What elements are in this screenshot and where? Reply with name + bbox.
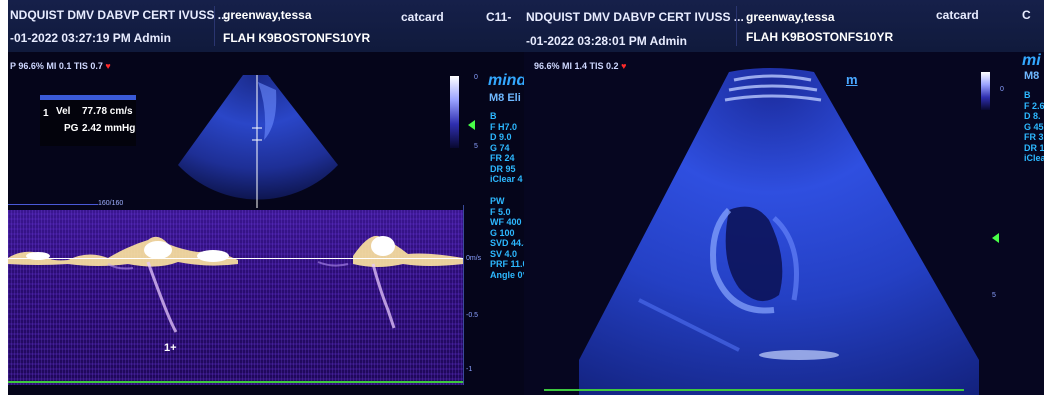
left-header-divider	[214, 6, 215, 46]
right-param-b-5: DR 1	[1024, 142, 1044, 153]
right-probe-label: M8	[1024, 70, 1040, 82]
doppler-scale-axis	[463, 205, 464, 385]
left-sector-image	[178, 75, 338, 208]
right-logo-m: m	[846, 72, 858, 87]
left-header-name: NDQUIST DMV DABVP CERT IVUSS ...	[10, 8, 228, 22]
left-header-exam: catcard	[401, 10, 444, 24]
left-param-b-2: D 9.0	[490, 132, 512, 142]
left-header-code: C11-	[486, 10, 512, 24]
right-gray-scale-bar	[981, 72, 990, 110]
left-param-b-5: DR 95	[490, 163, 516, 174]
left-probe-label: M8 Eli	[489, 92, 521, 104]
left-focus-marker-icon	[468, 120, 475, 130]
right-header-exam: catcard	[936, 8, 979, 22]
heart-icon: ♥	[105, 61, 111, 71]
right-param-b-1: F 2.6	[1024, 100, 1044, 111]
right-header-divider	[736, 6, 737, 46]
gate-label: 160/160	[98, 200, 124, 207]
left-header-probe-id: FLAH K9BOSTONFS10YR	[223, 31, 371, 45]
right-param-b-4: FR 3	[1024, 132, 1044, 142]
gate-line	[8, 204, 98, 205]
left-param-pw-6: PRF 11.0	[490, 259, 526, 269]
left-param-pw-5: SV 4.0	[490, 248, 518, 259]
right-param-b-0: B	[1024, 90, 1031, 100]
left-param-pw-7: Angle 0°	[490, 269, 526, 280]
right-header-probe-id: FLAH K9BOSTONFS10YR	[746, 30, 894, 44]
left-param-b-3: G 74	[490, 142, 510, 153]
left-param-b-1: F H7.0	[490, 121, 518, 132]
right-ecg-trace	[544, 389, 964, 391]
right-header: NDQUIST DMV DABVP CERT IVUSS ... -01-202…	[524, 0, 1044, 52]
left-header-datetime: -01-2022 03:27:19 PM Admin	[10, 31, 171, 45]
right-param-b-2: D 8.	[1024, 111, 1041, 121]
left-gray-scale-bar	[450, 76, 459, 148]
right-brand: mi	[1022, 52, 1041, 69]
left-param-pw-4: SVD 44.3	[490, 238, 526, 248]
right-depth-tick-0: 0	[1000, 86, 1004, 93]
right-header-patient: greenway,tessa	[746, 10, 835, 24]
doppler-cursor-label: 1+	[164, 342, 177, 354]
left-params-b: B F H7.0 D 9.0 G 74 FR 24 DR 95 iClear 4	[490, 111, 523, 185]
right-ultrasound-panel: NDQUIST DMV DABVP CERT IVUSS ... -01-202…	[524, 0, 1044, 395]
left-header-patient: greenway,tessa	[223, 8, 312, 22]
left-param-pw-3: G 100	[490, 227, 515, 238]
right-param-b-6: iClea	[1024, 153, 1044, 163]
right-params-b: B F 2.6 D 8. G 45 FR 3 DR 1 iClea	[1024, 90, 1044, 164]
right-header-datetime: -01-2022 03:28:01 PM Admin	[526, 34, 687, 48]
left-ecg-trace	[8, 381, 463, 383]
right-header-name: NDQUIST DMV DABVP CERT IVUSS ...	[526, 10, 744, 24]
doppler-baseline	[8, 258, 463, 259]
left-status-line: P 96.6% MI 0.1 TIS 0.7 ♥	[10, 61, 111, 71]
measurement-box: 1 Vel 77.78 cm/s PG 2.42 mmHg	[40, 95, 136, 146]
right-sector-image	[579, 68, 979, 395]
left-status-text: P 96.6% MI 0.1 TIS 0.7	[10, 61, 103, 71]
meas-vel-value: 77.78 cm/s	[82, 106, 133, 117]
left-ultrasound-panel: NDQUIST DMV DABVP CERT IVUSS ... -01-202…	[8, 0, 526, 395]
right-param-b-3: G 45	[1024, 121, 1044, 132]
doppler-scale-neg1: -1	[466, 366, 473, 373]
right-status-line: 96.6% MI 1.4 TIS 0.2 ♥	[534, 61, 626, 71]
right-heart-icon: ♥	[621, 61, 627, 71]
meas-vel-label: Vel	[56, 106, 71, 117]
right-status-text: 96.6% MI 1.4 TIS 0.2	[534, 61, 619, 71]
left-param-b-6: iClear 4	[490, 174, 523, 184]
left-params-pw: PW F 5.0 WF 400 G 100 SVD 44.3 SV 4.0 PR…	[490, 196, 526, 280]
left-param-pw-1: F 5.0	[490, 206, 511, 217]
left-gray-tick-0: 0	[474, 74, 478, 81]
left-param-b-0: B	[490, 111, 497, 121]
left-brand: mind	[488, 72, 526, 89]
doppler-scale-neg05: -0.5	[466, 312, 479, 319]
left-param-pw-2: WF 400	[490, 217, 522, 227]
left-param-b-4: FR 24	[490, 153, 515, 163]
left-header: NDQUIST DMV DABVP CERT IVUSS ... -01-202…	[8, 0, 526, 52]
meas-pg-value: 2.42 mmHg	[82, 123, 136, 134]
right-focus-marker-icon	[992, 233, 999, 243]
left-param-pw-0: PW	[490, 196, 505, 206]
doppler-waveform	[8, 235, 463, 333]
left-gray-tick-5: 5	[474, 143, 478, 150]
right-depth-tick-5: 5	[992, 292, 996, 299]
meas-pg-label: PG	[64, 123, 79, 134]
right-header-code: C	[1022, 8, 1031, 22]
doppler-scale-0: 0m/s	[466, 255, 482, 262]
meas-index: 1	[43, 108, 49, 119]
